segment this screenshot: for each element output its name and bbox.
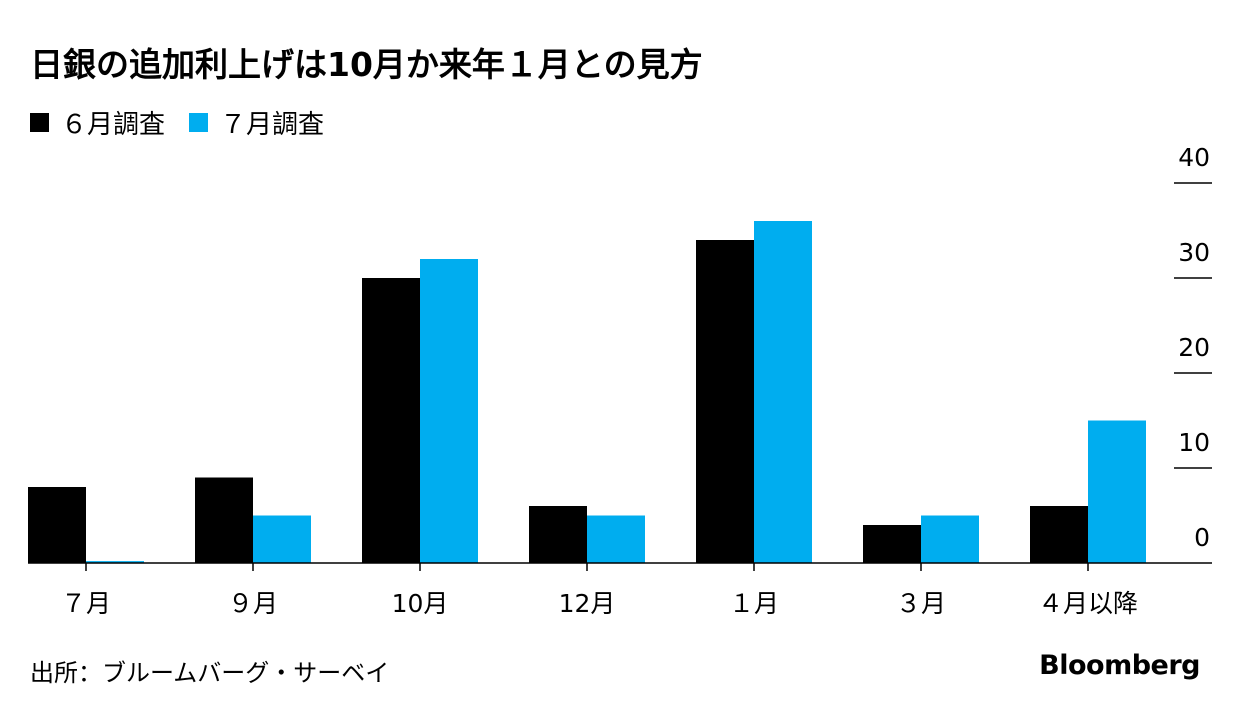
- y-tick-label-20: 20: [1178, 333, 1210, 362]
- bar-june-2: [362, 278, 420, 563]
- bar-june-1: [195, 477, 253, 563]
- bar-july-6: [1088, 420, 1146, 563]
- x-tick-label-0: ７月: [61, 589, 111, 618]
- bar-july-2: [420, 259, 478, 563]
- bar-july-5: [921, 515, 979, 563]
- bar-july-1: [253, 515, 311, 563]
- source-note: 出所：ブルームバーグ・サーベイ: [30, 659, 390, 687]
- x-tick-label-1: ９月: [228, 589, 278, 618]
- bar-june-4: [696, 240, 754, 563]
- bar-july-4: [754, 221, 812, 563]
- legend-label-june: ６月調査: [61, 110, 166, 140]
- x-tick-label-5: ３月: [896, 589, 946, 618]
- legend-label-july: ７月調査: [220, 110, 325, 140]
- x-tick-label-4: １月: [729, 589, 779, 618]
- bar-july-3: [587, 515, 645, 563]
- x-tick-label-3: 12月: [559, 589, 616, 618]
- y-tick-label-10: 10: [1178, 428, 1210, 457]
- bar-june-3: [529, 506, 587, 563]
- bloomberg-logo: Bloomberg: [1039, 650, 1200, 681]
- legend-item-june: ６月調査: [30, 104, 165, 141]
- chart-title: 日銀の追加利上げは10月か来年１月との見方: [30, 45, 703, 84]
- y-tick-label-40: 40: [1178, 143, 1210, 172]
- bar-june-6: [1030, 506, 1088, 563]
- y-tick-label-0: 0: [1194, 523, 1210, 552]
- y-tick-label-30: 30: [1178, 238, 1210, 267]
- bar-june-5: [863, 525, 921, 563]
- x-tick-label-2: 10月: [392, 589, 449, 618]
- x-tick-label-6: ４月以降: [1038, 589, 1138, 618]
- legend: ６月調査 ７月調査: [30, 104, 348, 141]
- bar-june-0: [28, 487, 86, 563]
- legend-swatch-july: [189, 113, 209, 132]
- legend-swatch-june: [30, 113, 49, 132]
- legend-item-july: ７月調査: [189, 104, 324, 141]
- bar-july-0: [86, 561, 144, 563]
